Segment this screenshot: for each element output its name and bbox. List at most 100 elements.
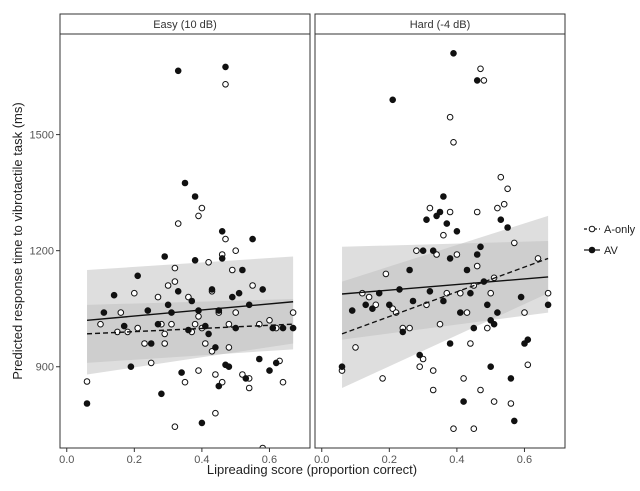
point-av-17 [185, 326, 192, 334]
point-a-only-32 [473, 208, 481, 216]
point-a-only-6 [382, 270, 390, 278]
panel-plot-area [338, 50, 552, 433]
point-a-only-22 [195, 313, 202, 320]
point-a-only-36 [225, 320, 233, 328]
point-a-only-5 [131, 289, 138, 297]
point-av-20 [191, 257, 199, 264]
point-av-2 [362, 301, 370, 309]
point-av-24 [453, 228, 461, 235]
point-a-only-27 [205, 259, 212, 266]
point-av-22 [446, 340, 454, 347]
point-a-only-3 [365, 293, 373, 301]
point-av-8 [399, 328, 407, 336]
x-axis-title: Lipreading score (proportion correct) [207, 462, 417, 477]
point-a-only-26 [453, 251, 461, 258]
point-av-42 [511, 417, 518, 425]
confidence-band-av [87, 256, 294, 375]
point-av-42 [259, 286, 267, 293]
point-a-only-44 [504, 185, 511, 193]
point-a-only-28 [460, 375, 467, 382]
point-a-only-43 [249, 282, 256, 289]
x-axis-easy: 0.0 0.2 0.4 0.6 [59, 448, 277, 466]
point-av-6 [389, 96, 397, 104]
legend: A-only AV [584, 224, 636, 257]
point-av-23 [450, 50, 457, 57]
point-av-41 [507, 375, 515, 382]
point-a-only-50 [544, 289, 552, 297]
point-av-14 [174, 288, 182, 295]
point-av-19 [440, 297, 447, 305]
point-av-45 [524, 336, 532, 344]
point-a-only-42 [497, 173, 505, 181]
point-av-12 [419, 247, 427, 254]
point-av-33 [225, 363, 233, 371]
point-av-3 [369, 305, 376, 313]
point-a-only-12 [161, 340, 168, 347]
x-tick-label: 0.6 [262, 454, 277, 466]
legend-label-a-only: A-only [604, 224, 636, 236]
point-av-36 [235, 289, 243, 297]
point-a-only-45 [259, 444, 266, 448]
point-av-6 [144, 307, 152, 314]
y-tick-label: 1500 [30, 130, 54, 142]
point-av-31 [473, 251, 481, 258]
point-av-19 [191, 193, 199, 200]
point-a-only-22 [446, 208, 454, 216]
point-av-18 [188, 297, 196, 305]
point-av-29 [470, 324, 478, 332]
point-a-only-21 [191, 320, 199, 328]
point-a-only-10 [406, 324, 413, 332]
point-av-27 [463, 266, 471, 274]
point-av-15 [178, 369, 185, 376]
point-av-43 [517, 293, 525, 301]
point-av-43 [266, 367, 273, 374]
point-av-17 [436, 208, 444, 216]
point-av-10 [409, 297, 417, 305]
point-av-23 [202, 322, 209, 330]
point-av-0 [83, 400, 91, 407]
point-a-only-51 [470, 425, 478, 433]
point-a-only-6 [134, 324, 141, 332]
point-a-only-47 [521, 309, 528, 316]
point-a-only-3 [117, 309, 125, 316]
point-a-only-39 [232, 247, 239, 254]
point-av-27 [215, 382, 223, 390]
legend-marker-av [588, 246, 596, 254]
point-av-31 [222, 63, 229, 71]
point-av-32 [477, 243, 484, 251]
point-a-only-50 [289, 309, 297, 316]
point-av-11 [164, 301, 172, 309]
x-tick-label: 0.0 [59, 454, 74, 466]
point-a-only-30 [212, 409, 219, 417]
point-a-only-8 [147, 359, 155, 367]
point-a-only-14 [168, 320, 175, 328]
point-a-only-40 [490, 398, 498, 405]
point-a-only-24 [198, 204, 206, 212]
point-a-only-38 [487, 289, 495, 297]
legend-marker-a-only [588, 225, 596, 233]
point-av-16 [181, 179, 189, 187]
point-a-only-54 [245, 384, 253, 392]
point-a-only-1 [97, 320, 104, 328]
point-a-only-43 [500, 200, 508, 208]
point-av-24 [205, 330, 212, 338]
point-av-1 [100, 309, 108, 316]
point-a-only-29 [212, 371, 219, 378]
point-a-only-20 [440, 231, 447, 239]
point-av-14 [426, 288, 434, 295]
point-a-only-13 [164, 282, 172, 289]
point-a-only-23 [195, 212, 202, 220]
point-a-only-25 [450, 425, 457, 433]
point-a-only-49 [279, 378, 287, 386]
point-av-18 [440, 193, 447, 200]
point-av-13 [174, 67, 182, 75]
point-av-34 [484, 301, 491, 309]
point-av-5 [386, 301, 393, 309]
panel-border-hard [314, 33, 566, 449]
point-av-30 [473, 77, 481, 84]
point-av-20 [443, 220, 451, 227]
point-a-only-34 [477, 65, 484, 73]
point-a-only-52 [195, 367, 202, 374]
point-a-only-2 [359, 289, 366, 297]
point-av-37 [239, 266, 246, 274]
